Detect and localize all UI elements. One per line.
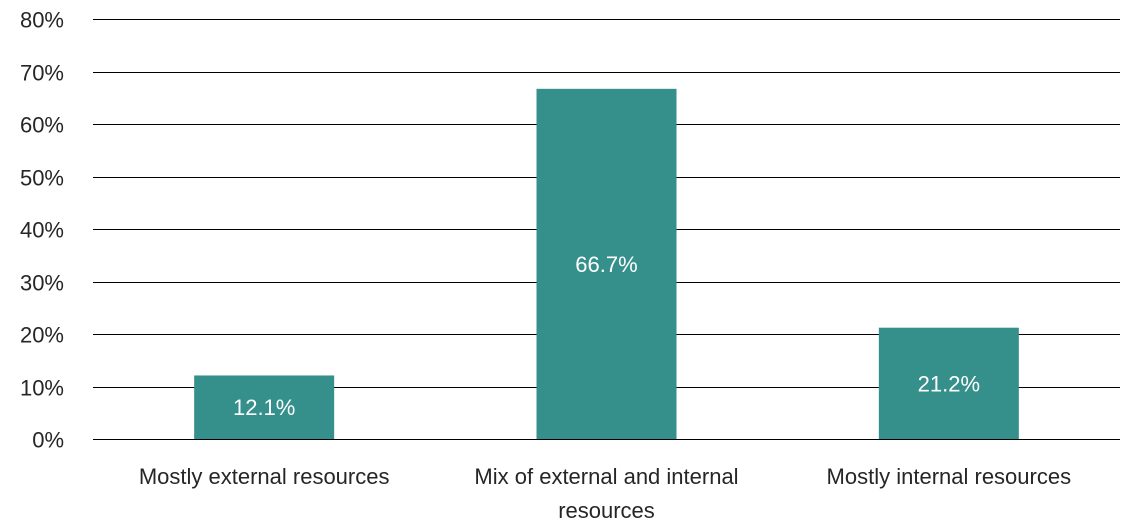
x-category-label-line: resources	[558, 498, 655, 523]
x-category-label-line: Mostly internal resources	[827, 464, 1072, 489]
y-tick-label: 40%	[20, 218, 64, 243]
data-label: 66.7%	[575, 252, 637, 277]
y-tick-label: 50%	[20, 166, 64, 191]
bar	[878, 327, 1019, 439]
y-tick-label: 0%	[32, 428, 64, 453]
data-labels: 12.1% 66.7% 21.2%	[233, 252, 980, 420]
x-category-label: Mostly external resources	[139, 464, 390, 489]
y-tick-label: 10%	[20, 376, 64, 401]
y-axis-tick-labels: 0% 10% 20% 30% 40% 50% 60% 70% 80%	[20, 8, 64, 453]
x-category-label: Mix of external and internal resources	[474, 464, 738, 523]
y-tick-label: 70%	[20, 61, 64, 86]
y-tick-label: 20%	[20, 323, 64, 348]
data-label: 12.1%	[233, 395, 295, 420]
y-tick-label: 60%	[20, 113, 64, 138]
bar	[536, 88, 677, 439]
x-category-label-line: Mostly external resources	[139, 464, 390, 489]
y-tick-label: 30%	[20, 271, 64, 296]
x-axis-category-labels: Mostly external resources Mix of external…	[139, 464, 1071, 523]
bar	[194, 375, 335, 439]
y-tick-label: 80%	[20, 8, 64, 33]
data-label: 21.2%	[918, 371, 980, 396]
x-category-label-line: Mix of external and internal	[474, 464, 738, 489]
x-category-label: Mostly internal resources	[827, 464, 1072, 489]
bars	[194, 88, 1019, 439]
